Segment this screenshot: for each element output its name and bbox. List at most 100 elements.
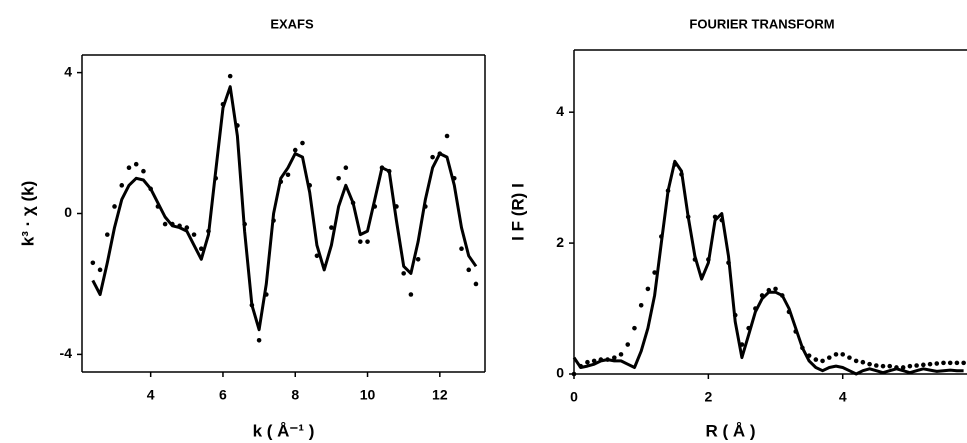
chart-title: FOURIER TRANSFORM — [689, 16, 834, 31]
x-axis-label: k ( Å⁻¹ ) — [253, 421, 315, 440]
data-point — [685, 214, 691, 220]
data-point — [133, 161, 139, 167]
data-point — [220, 102, 226, 107]
data-point — [786, 309, 792, 315]
data-point — [598, 357, 604, 362]
x-tick-label: 8 — [291, 387, 299, 403]
x-axis-label: R ( Å ) — [705, 421, 755, 440]
fit-line — [572, 159, 964, 376]
x-tick-label: 6 — [219, 387, 227, 403]
data-point — [759, 293, 765, 298]
data-point — [473, 281, 479, 287]
data-point — [679, 172, 684, 177]
data-point — [820, 358, 825, 364]
y-tick-label: 0 — [64, 204, 72, 220]
data-point — [826, 355, 832, 360]
data-point — [732, 312, 738, 318]
data-point — [591, 358, 597, 364]
x-tick-label: 4 — [147, 387, 155, 403]
data-point — [941, 360, 946, 366]
data-point — [638, 302, 644, 308]
y-tick-label: 2 — [556, 234, 564, 250]
data-point — [155, 204, 161, 209]
data-point — [365, 239, 370, 244]
data-point — [659, 234, 664, 239]
data-point — [773, 286, 778, 292]
data-point — [336, 175, 341, 181]
data-point — [321, 264, 327, 269]
data-point — [278, 179, 284, 185]
data-point — [300, 140, 305, 146]
data-point — [779, 293, 785, 298]
data-point — [961, 360, 966, 366]
data-point — [112, 204, 117, 209]
data-point — [907, 363, 913, 369]
data-point — [271, 218, 276, 223]
data-point — [97, 267, 103, 273]
data-point — [585, 359, 590, 365]
data-point — [177, 223, 182, 229]
data-point — [806, 353, 812, 358]
data-point — [847, 355, 852, 360]
data-point — [719, 217, 725, 223]
data-point — [401, 271, 406, 276]
y-tick-label: -4 — [60, 345, 73, 361]
data-point — [184, 225, 190, 230]
data-point — [126, 165, 132, 171]
data-point — [632, 325, 637, 331]
data-point — [451, 175, 457, 181]
data-point — [571, 371, 577, 377]
y-axis-label: I F (R) I — [508, 183, 527, 241]
data-point — [379, 165, 385, 171]
data-point — [800, 345, 805, 351]
data-point — [430, 154, 435, 160]
data-point — [672, 162, 678, 167]
x-tick-label: 0 — [570, 389, 578, 405]
data-point — [285, 172, 291, 178]
data-point — [887, 363, 893, 369]
data-point — [618, 352, 624, 357]
data-point — [141, 168, 146, 174]
data-point — [753, 306, 758, 311]
data-point — [459, 246, 464, 252]
data-point — [874, 363, 879, 368]
data-point — [867, 361, 872, 367]
data-point — [423, 204, 428, 209]
data-point — [894, 365, 899, 370]
data-point — [264, 292, 269, 297]
data-point — [927, 361, 933, 367]
data-point — [625, 342, 631, 347]
data-point — [242, 221, 247, 227]
data-point — [833, 352, 839, 357]
data-point — [170, 221, 175, 227]
data-point — [198, 246, 204, 252]
data-point — [386, 168, 392, 174]
fit-line — [91, 85, 478, 332]
data-point — [578, 363, 584, 369]
data-point — [612, 355, 617, 360]
data-point — [343, 165, 349, 171]
data-point — [444, 133, 450, 139]
data-point — [329, 225, 334, 230]
data-point — [853, 358, 859, 364]
data-point — [880, 363, 886, 369]
x-tick-label: 2 — [704, 389, 712, 405]
data-point — [840, 352, 846, 357]
y-axis-label: k³ · χ (k) — [18, 181, 37, 247]
y-tick-label: 4 — [556, 103, 564, 119]
data-point — [394, 204, 399, 209]
y-tick-label: 0 — [556, 365, 564, 381]
data-point — [314, 253, 320, 259]
data-point — [692, 257, 698, 262]
data-point — [292, 147, 298, 153]
data-point — [105, 232, 110, 237]
data-point — [437, 151, 443, 156]
x-tick-label: 12 — [432, 387, 448, 403]
data-point — [934, 361, 940, 366]
data-point — [119, 183, 125, 188]
data-point — [746, 325, 751, 331]
data-point — [605, 357, 610, 362]
chart-title: EXAFS — [270, 16, 314, 31]
data-point — [652, 270, 657, 275]
